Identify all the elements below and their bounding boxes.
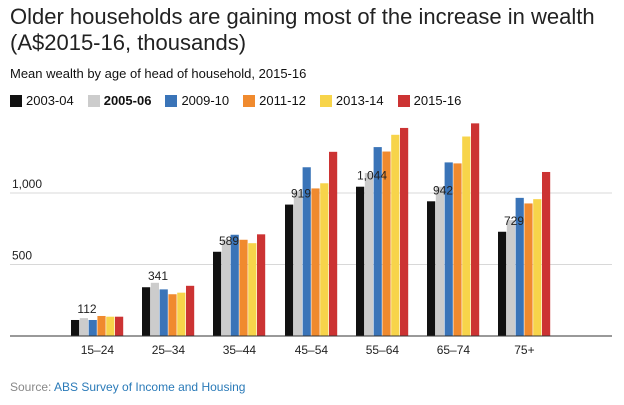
bar-2003-04-35–44 <box>213 251 222 336</box>
legend-item-2009-10: 2009-10 <box>165 93 229 108</box>
bar-2003-04-65–74 <box>427 201 436 336</box>
x-tick-label: 35–44 <box>223 343 257 357</box>
data-label-15–24: 112 <box>77 302 96 316</box>
x-tick-label: 75+ <box>514 343 534 357</box>
legend: 2003-04 2005-06 2009-10 2011-12 2013-14 2015-… <box>10 93 461 108</box>
bar-2015-16-75+ <box>542 171 551 336</box>
data-label-25–34: 341 <box>148 269 168 283</box>
data-label-35–44: 589 <box>219 234 239 248</box>
bar-2013-14-75+ <box>533 199 542 336</box>
legend-item-2015-16: 2015-16 <box>397 93 462 108</box>
bar-2015-16-15–24 <box>115 316 124 336</box>
data-label-75+: 729 <box>504 214 524 228</box>
data-label-55–64: 1,044 <box>357 169 387 183</box>
chart-title: Older households are gaining most of the… <box>10 4 595 55</box>
bar-2005-06-15–24 <box>79 318 88 336</box>
legend-swatch <box>319 94 332 107</box>
bar-2003-04-75+ <box>498 231 507 336</box>
x-tick-label: 25–34 <box>152 343 186 357</box>
bar-2011-12-45–54 <box>311 188 320 336</box>
bar-2011-12-55–64 <box>382 151 391 336</box>
legend-item-2013-14: 2013-14 <box>319 93 384 108</box>
data-label-65–74: 942 <box>433 183 453 197</box>
legend-swatch <box>87 94 100 107</box>
bar-2013-14-25–34 <box>177 292 186 336</box>
bar-2013-14-35–44 <box>248 243 257 336</box>
bar-2009-10-35–44 <box>230 234 239 336</box>
bar-2009-10-65–74 <box>444 162 453 336</box>
source-note: Source: ABS Survey of Income and Housing <box>10 380 245 394</box>
bar-2015-16-55–64 <box>400 127 409 336</box>
bar-2009-10-75+ <box>515 197 524 336</box>
bar-2003-04-25–34 <box>142 287 151 336</box>
bar-2013-14-65–74 <box>462 136 471 336</box>
bar-2009-10-15–24 <box>88 319 97 336</box>
bar-2009-10-55–64 <box>373 147 382 336</box>
bar-2009-10-45–54 <box>302 167 311 336</box>
bar-2011-12-15–24 <box>97 315 106 336</box>
bar-2005-06-55–64 <box>364 172 373 336</box>
data-label-45–54: 919 <box>291 187 311 201</box>
bar-2005-06-75+ <box>506 220 515 336</box>
x-tick-label: 55–64 <box>366 343 400 357</box>
bar-2011-12-65–74 <box>453 163 462 336</box>
legend-label: 2011-12 <box>259 93 306 108</box>
bar-2005-06-25–34 <box>150 282 159 336</box>
legend-item-2005-06: 2005-06 <box>87 93 152 108</box>
bar-2015-16-45–54 <box>329 151 338 336</box>
bar-2013-14-15–24 <box>106 316 115 336</box>
source-prefix: Source: <box>10 380 55 394</box>
legend-item-2011-12: 2011-12 <box>243 93 306 108</box>
bar-2011-12-25–34 <box>168 294 177 336</box>
legend-label: 2005-06 <box>103 93 152 108</box>
legend-swatch <box>243 94 256 107</box>
bar-2013-14-45–54 <box>320 183 329 336</box>
x-tick-label: 15–24 <box>81 343 115 357</box>
legend-label: 2009-10 <box>181 93 230 108</box>
bar-2015-16-65–74 <box>471 123 480 336</box>
legend-label: 2003-04 <box>26 93 74 108</box>
legend-swatch <box>397 94 410 107</box>
bar-2005-06-65–74 <box>435 186 444 336</box>
bar-2013-14-55–64 <box>391 134 400 336</box>
y-tick-label: 1,000 <box>12 177 42 191</box>
legend-swatch <box>165 94 178 107</box>
bar-2003-04-55–64 <box>356 186 365 336</box>
x-tick-label: 45–54 <box>295 343 329 357</box>
legend-swatch <box>10 94 22 107</box>
y-tick-label: 500 <box>12 249 32 263</box>
bar-2015-16-25–34 <box>186 285 195 336</box>
bar-2015-16-35–44 <box>257 234 266 336</box>
bar-2011-12-35–44 <box>239 239 248 336</box>
bar-2011-12-75+ <box>524 203 533 336</box>
bar-2005-06-35–44 <box>221 239 230 336</box>
bar-2009-10-25–34 <box>159 289 168 336</box>
bar-2005-06-45–54 <box>293 191 302 336</box>
legend-label: 2013-14 <box>335 93 384 108</box>
chart-subtitle: Mean wealth by age of head of household,… <box>10 66 307 81</box>
x-tick-label: 65–74 <box>437 343 471 357</box>
legend-label: 2015-16 <box>413 93 462 108</box>
legend-item-2003-04: 2003-04 <box>10 93 74 108</box>
bar-2003-04-15–24 <box>71 319 80 336</box>
source-link[interactable]: ABS Survey of Income and Housing <box>54 380 246 394</box>
bar-2003-04-45–54 <box>285 204 294 336</box>
